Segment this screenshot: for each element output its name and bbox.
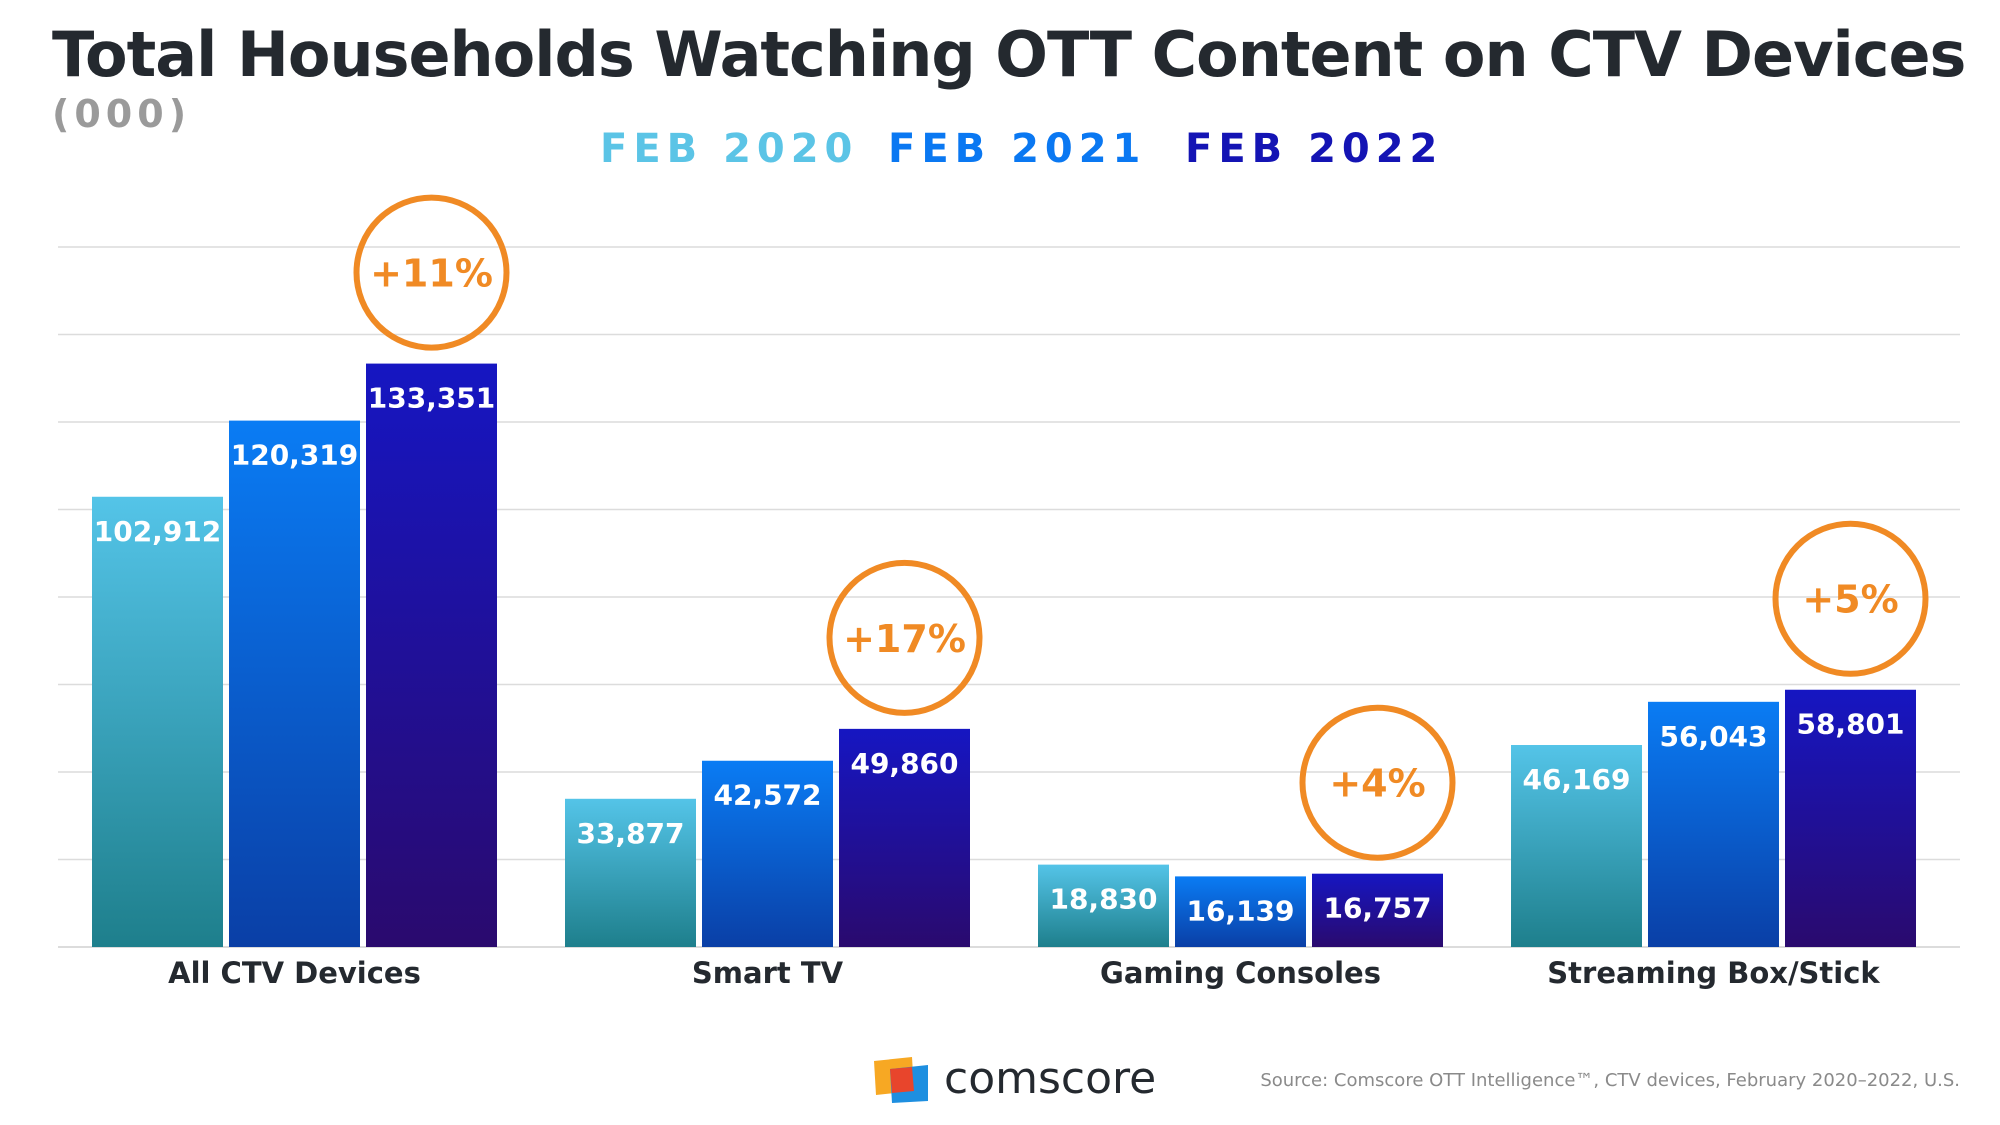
legend-item-feb-2021: FEB 2021: [888, 126, 1147, 172]
chart-subtitle: (000): [52, 92, 192, 136]
bar-value-label: 58,801: [1796, 708, 1904, 741]
bar-feb-2021-1: [702, 760, 833, 947]
bar-feb-2020-2: [1038, 864, 1169, 947]
bars: [92, 363, 1916, 948]
change-circle: [1299, 704, 1456, 861]
bar-value-label: 102,912: [94, 515, 222, 548]
bar-feb-2022-2: [1312, 873, 1443, 947]
category-label: Smart TV: [692, 956, 844, 990]
comscore-logo: comscore: [872, 1053, 1172, 1105]
bar-value-label: 133,351: [368, 382, 496, 415]
bar-value-label: 16,139: [1186, 894, 1294, 927]
bar-feb-2021-0: [229, 420, 360, 947]
bar-value-label: 16,757: [1323, 892, 1431, 925]
bar-feb-2020-0: [92, 496, 223, 947]
bar-value-label: 18,830: [1049, 883, 1157, 916]
bar-feb-2020-3: [1511, 745, 1642, 947]
category-label: All CTV Devices: [168, 956, 421, 990]
bar-feb-2020-1: [565, 798, 696, 947]
bar-value-label: 56,043: [1659, 720, 1767, 753]
bar-feb-2021-2: [1175, 876, 1306, 947]
change-label: +17%: [843, 617, 966, 661]
bar-feb-2022-0: [366, 363, 497, 948]
bar-value-label: 120,319: [231, 439, 359, 472]
legend: FEB 2020 FEB 2021 FEB 2022: [0, 126, 2000, 176]
bar-feb-2022-3: [1785, 689, 1916, 947]
bar-value-label: 46,169: [1522, 763, 1630, 796]
change-label: +5%: [1802, 578, 1898, 622]
category-label: Gaming Consoles: [1100, 956, 1381, 990]
bar-value-label: 49,860: [850, 747, 958, 780]
change-circle: [353, 194, 510, 351]
change-circle: [826, 559, 983, 716]
change-label: +4%: [1329, 762, 1425, 806]
labels: 102,912 120,319 133,351 All CTV Devices +11%…: [94, 194, 1929, 990]
legend-item-feb-2022: FEB 2022: [1185, 126, 1444, 172]
legend-item-feb-2020: FEB 2020: [600, 126, 859, 172]
comscore-logo-icon: [874, 1057, 928, 1103]
bar-value-label: 42,572: [713, 779, 821, 812]
change-label: +11%: [370, 252, 493, 296]
change-circle: [1772, 520, 1929, 677]
comscore-wordmark: comscore: [944, 1053, 1157, 1104]
bar-value-label: 33,877: [576, 817, 684, 850]
bar-feb-2022-1: [839, 728, 970, 947]
category-label: Streaming Box/Stick: [1547, 956, 1880, 990]
bar-feb-2021-3: [1648, 701, 1779, 947]
chart-title: Total Households Watching OTT Content on…: [52, 18, 1966, 91]
source-note: Source: Comscore OTT Intelligence™, CTV …: [1260, 1070, 1960, 1091]
